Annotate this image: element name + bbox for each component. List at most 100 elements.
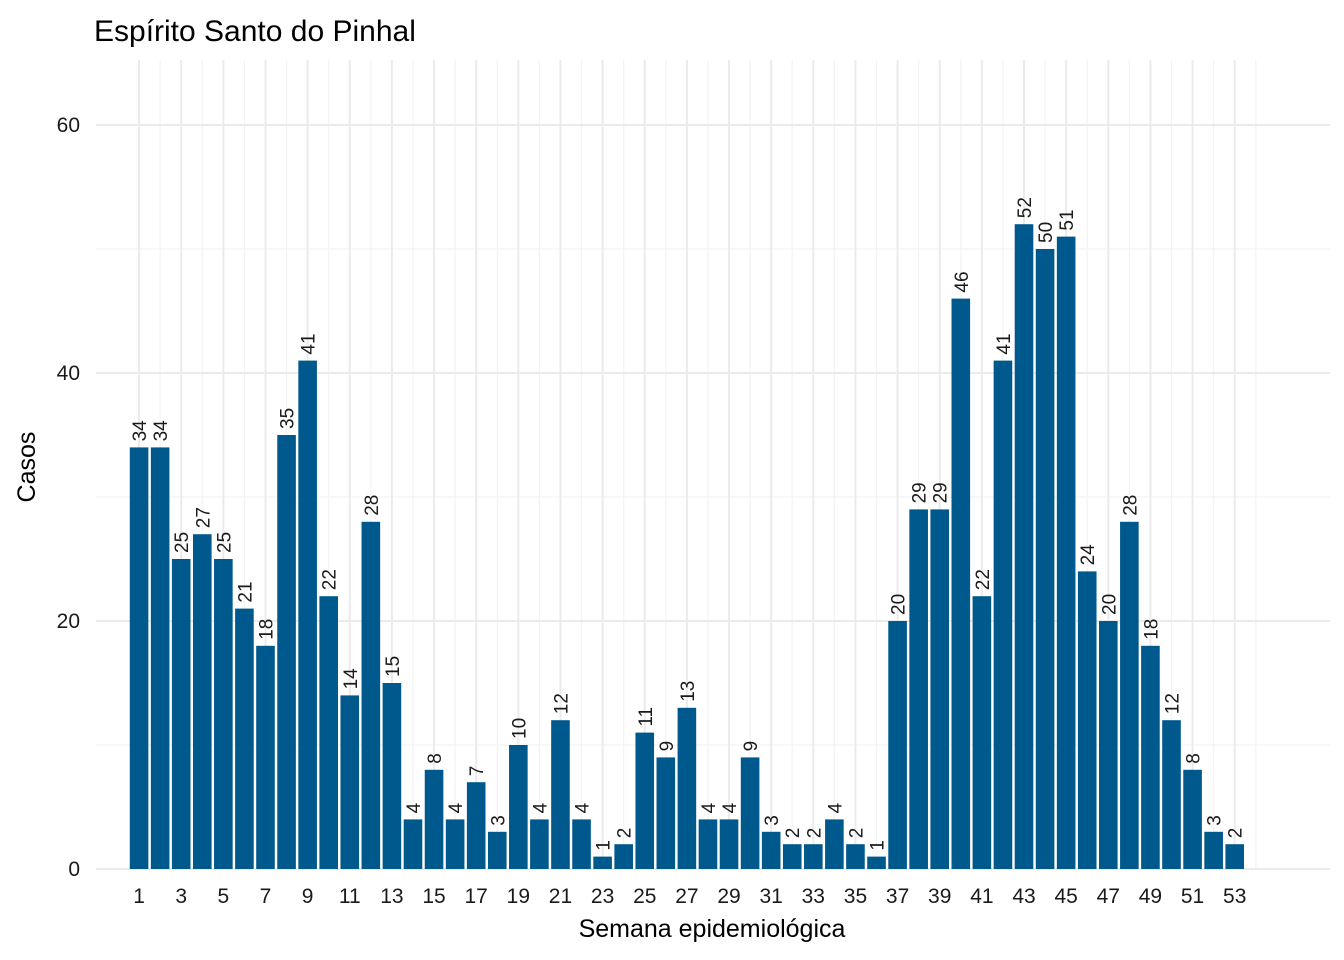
data-label-week-7: 18 [256, 619, 277, 640]
bar-week-41 [972, 596, 992, 869]
x-tick-label: 31 [759, 885, 782, 908]
data-label-week-53: 2 [1226, 828, 1247, 839]
data-label-week-2: 34 [151, 420, 172, 442]
x-tick-label: 7 [260, 885, 272, 908]
data-label-week-49: 18 [1141, 619, 1162, 640]
data-label-week-17: 7 [467, 766, 488, 777]
x-tick-label: 33 [802, 885, 825, 908]
x-tick-label: 13 [380, 885, 403, 908]
bar-week-14 [403, 819, 423, 869]
bar-week-38 [909, 509, 928, 869]
y-tick-label: 40 [57, 362, 80, 385]
y-tick-label: 0 [68, 858, 80, 881]
x-tick-label: 37 [886, 885, 909, 908]
x-tick-label: 41 [970, 885, 993, 908]
bar-week-10 [319, 596, 338, 869]
x-tick-label: 29 [717, 885, 740, 908]
bar-week-44 [1035, 249, 1055, 869]
bar-week-5 [214, 559, 233, 869]
x-axis-ticks: 1 3 5 7 9 11 13 15 17 19 21 23 25 27 29 31 33 35 37 39 41 43 4… [133, 885, 1246, 908]
data-label-week-45: 51 [1057, 209, 1078, 230]
bar-week-48 [1120, 521, 1139, 869]
data-label-week-31: 3 [762, 815, 783, 826]
data-labels: 34 34252725211835412214281548473104124121… [130, 197, 1247, 851]
bar-week-37 [888, 621, 907, 869]
data-label-week-47: 20 [1099, 594, 1120, 615]
bar-week-9 [298, 360, 317, 869]
x-tick-label: 1 [133, 885, 145, 908]
x-tick-label: 5 [218, 885, 230, 908]
bar-week-51 [1183, 769, 1202, 869]
bar-week-29 [719, 819, 739, 869]
data-label-week-30: 9 [741, 741, 762, 752]
x-tick-label: 35 [844, 885, 867, 908]
data-label-week-41: 22 [973, 569, 994, 590]
bar-week-13 [382, 683, 402, 869]
x-tick-label: 21 [549, 885, 572, 908]
bar-week-4 [192, 534, 212, 869]
data-label-week-24: 2 [615, 828, 636, 839]
bar-week-3 [171, 559, 191, 869]
data-label-week-22: 4 [573, 802, 594, 813]
bars [129, 224, 1245, 870]
x-tick-label: 15 [422, 885, 445, 908]
bar-week-7 [256, 645, 275, 869]
data-label-week-50: 12 [1163, 693, 1184, 714]
data-label-week-12: 28 [362, 495, 383, 516]
bar-week-31 [761, 831, 781, 869]
x-tick-label: 47 [1097, 885, 1120, 908]
data-label-week-13: 15 [383, 656, 404, 677]
bar-week-52 [1204, 831, 1223, 869]
data-label-week-6: 21 [235, 581, 256, 602]
bar-week-43 [1014, 224, 1034, 869]
data-label-week-33: 2 [804, 828, 825, 839]
data-label-week-14: 4 [404, 802, 425, 813]
bar-week-1 [129, 447, 149, 869]
data-label-week-43: 52 [1015, 197, 1036, 218]
bar-week-22 [572, 819, 591, 869]
bar-week-27 [677, 707, 697, 869]
x-tick-label: 49 [1139, 885, 1162, 908]
chart-title: Espírito Santo do Pinhal [94, 15, 416, 48]
bar-week-12 [361, 521, 381, 869]
bar-week-6 [235, 608, 254, 869]
x-tick-label: 27 [675, 885, 698, 908]
bar-week-34 [825, 819, 844, 869]
x-axis-title: Semana epidemiológica [579, 915, 846, 943]
data-label-week-29: 4 [720, 802, 741, 813]
data-label-week-39: 29 [931, 482, 952, 503]
bar-week-2 [150, 447, 170, 869]
bar-week-39 [930, 509, 950, 869]
x-tick-label: 39 [928, 885, 951, 908]
data-label-week-32: 2 [783, 828, 804, 839]
bar-week-24 [614, 844, 633, 869]
y-axis-title: Casos [13, 432, 41, 503]
y-tick-label: 20 [57, 610, 80, 633]
bar-week-32 [782, 844, 802, 869]
bar-week-28 [698, 819, 718, 869]
data-label-week-16: 4 [446, 802, 467, 813]
data-label-week-9: 41 [299, 333, 320, 354]
bar-week-30 [740, 757, 760, 869]
x-tick-label: 51 [1181, 885, 1204, 908]
bar-week-47 [1098, 621, 1118, 869]
data-label-week-15: 8 [425, 753, 446, 764]
bar-week-33 [804, 844, 823, 869]
bar-week-26 [656, 757, 676, 869]
data-label-week-23: 1 [594, 840, 615, 851]
data-label-week-51: 8 [1184, 753, 1205, 764]
bar-week-46 [1077, 571, 1097, 869]
data-label-week-1: 34 [130, 420, 151, 442]
x-tick-label: 53 [1223, 885, 1246, 908]
data-label-week-19: 10 [509, 718, 530, 739]
data-label-week-27: 13 [678, 681, 699, 702]
data-label-week-8: 35 [278, 408, 299, 429]
bar-week-21 [551, 720, 570, 869]
x-tick-label: 45 [1054, 885, 1077, 908]
data-label-week-36: 1 [868, 840, 889, 851]
bar-week-19 [509, 745, 528, 869]
data-label-week-11: 14 [341, 668, 362, 690]
data-label-week-26: 9 [657, 741, 678, 752]
x-tick-label: 11 [339, 885, 361, 908]
bar-week-11 [340, 695, 360, 869]
